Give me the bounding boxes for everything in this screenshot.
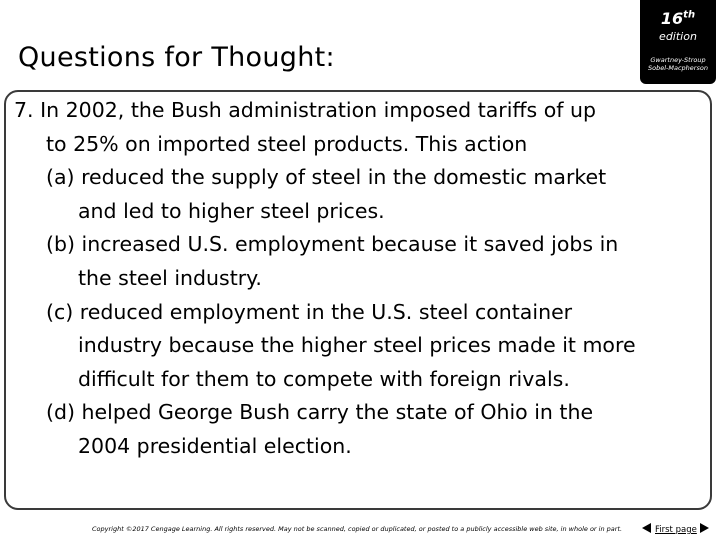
option-b-line-1: (b) increased U.S. employment because it…: [46, 232, 619, 257]
question-text: 7. In 2002, the Bush administration impo…: [14, 94, 704, 464]
question-stem-line-2: to 25% on imported steel products. This …: [46, 131, 528, 156]
arrow-right-icon: [699, 523, 709, 533]
authors-line-1: Gwartney-Stroup: [650, 56, 706, 64]
copyright-notice: Copyright ©2017 Cengage Learning. All ri…: [92, 525, 623, 533]
edition-number: 16: [660, 9, 684, 28]
option-c-line-1: (c) reduced employment in the U.S. steel…: [46, 299, 573, 324]
slide-title: Questions for Thought:: [18, 42, 335, 73]
edition-badge: 16th edition Gwartney-Stroup Sobel-Macph…: [640, 0, 716, 84]
option-a-line-2: and led to higher steel prices.: [78, 198, 385, 223]
arrow-left-icon: [642, 523, 651, 533]
first-page-label: First page: [655, 525, 697, 535]
edition-suffix: th: [683, 9, 696, 21]
question-panel: [4, 90, 712, 510]
option-b-line-2: the steel industry.: [78, 265, 262, 290]
option-d-line-1: (d) helped George Bush carry the state o…: [46, 400, 594, 425]
option-a-line-1: (a) reduced the supply of steel in the d…: [46, 165, 607, 190]
option-c-line-2: industry because the higher steel prices…: [78, 333, 636, 358]
option-d-line-2: 2004 presidential election.: [78, 433, 352, 458]
edition-word: edition: [659, 30, 697, 43]
authors-line-2: Sobel-Macpherson: [648, 64, 708, 72]
question-stem-line-1: 7. In 2002, the Bush administration impo…: [14, 98, 597, 122]
option-c-line-3: difficult for them to compete with forei…: [78, 366, 570, 391]
first-page-link[interactable]: First page: [642, 523, 709, 535]
